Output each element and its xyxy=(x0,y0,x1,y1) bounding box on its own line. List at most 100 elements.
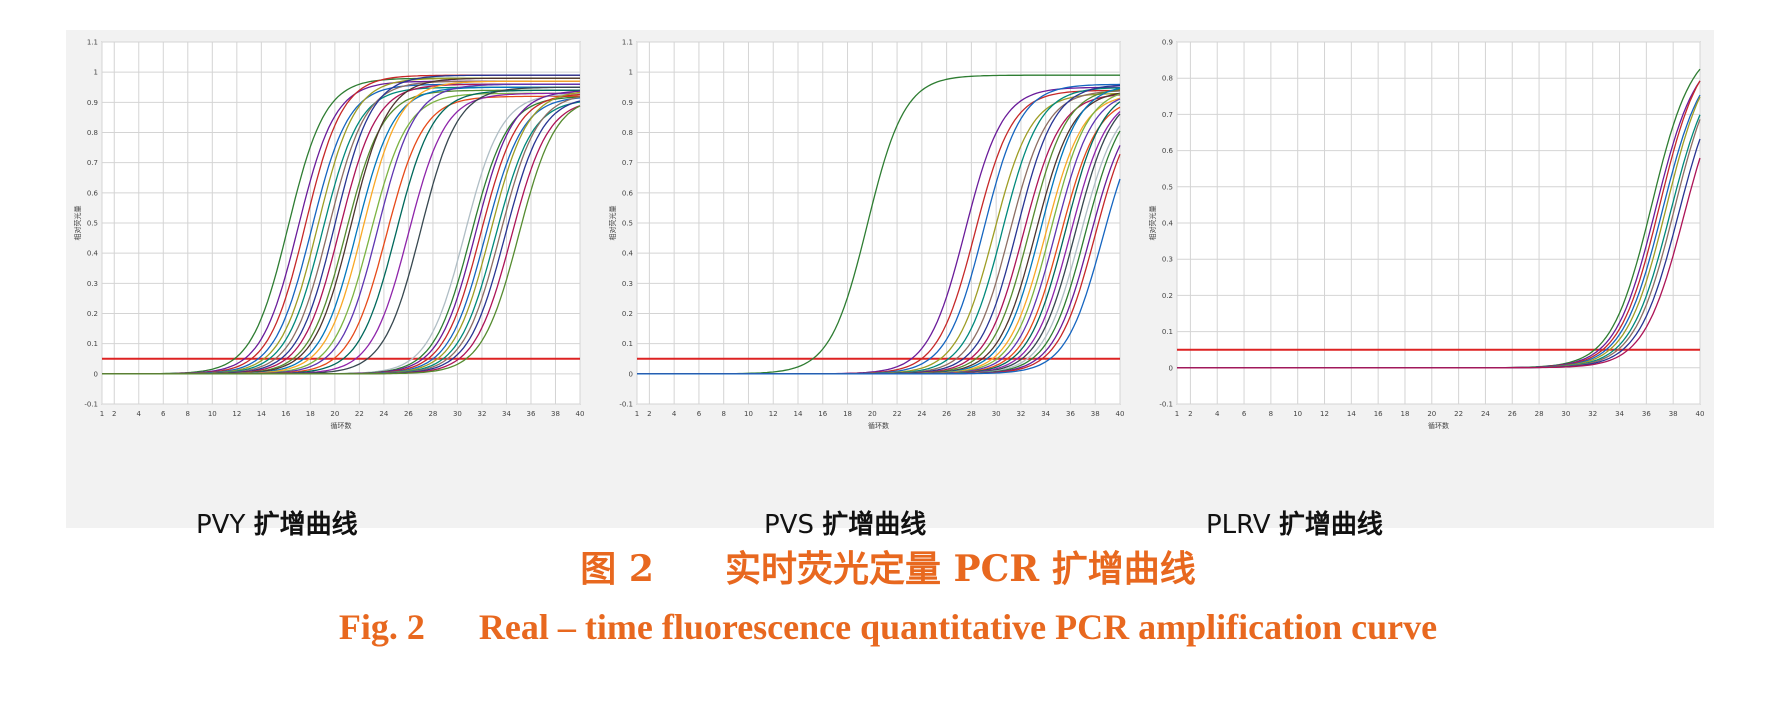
pvy-x-tick-label: 6 xyxy=(161,410,166,418)
pvy-y-tick-label: 0.5 xyxy=(87,220,98,228)
plrv-chart-label: PLRV 扩增曲线 xyxy=(1206,504,1383,541)
pvy-x-tick-label: 12 xyxy=(232,410,241,418)
pvs-x-tick-label: 4 xyxy=(672,410,677,418)
pvs-x-tick-label: 10 xyxy=(744,410,753,418)
pvy-x-tick-label: 18 xyxy=(306,410,315,418)
pvy-y-tick-label: 0.8 xyxy=(87,129,98,137)
pvs-y-tick-label: 0.7 xyxy=(622,159,633,167)
plrv-y-tick-label: 0.3 xyxy=(1162,256,1173,264)
pvy-amplification-curve xyxy=(102,105,581,375)
pvy-x-axis-label: 循环数 xyxy=(331,421,352,430)
pvs-label-cn: 扩增曲线 xyxy=(822,510,927,540)
plrv-y-tick-label: 0.2 xyxy=(1162,292,1173,300)
pvs-x-tick-label: 2 xyxy=(647,410,651,418)
pvy-y-tick-label: 0.6 xyxy=(87,189,99,197)
pvy-x-tick-label: 40 xyxy=(576,410,585,418)
pvs-x-tick-label: 6 xyxy=(697,410,702,418)
pvs-y-tick-label: 0.9 xyxy=(622,99,633,107)
caption-en-title: Real – time fluorescence quantitative PC… xyxy=(478,607,1438,647)
pvy-x-tick-label: 38 xyxy=(551,410,560,418)
caption-cn-title: 实时荧光定量 PCR 扩增曲线 xyxy=(724,548,1196,590)
plrv-x-tick-label: 38 xyxy=(1669,410,1678,418)
plrv-x-tick-label: 18 xyxy=(1401,410,1410,418)
pvy-y-tick-label: 1.1 xyxy=(87,39,98,47)
plrv-y-tick-label: -0.1 xyxy=(1159,401,1173,409)
plrv-y-tick-label: 0.7 xyxy=(1162,111,1173,119)
pvs-x-axis-label: 循环数 xyxy=(868,421,889,430)
plrv-x-tick-label: 8 xyxy=(1269,410,1273,418)
pvy-x-tick-label: 4 xyxy=(137,410,142,418)
plrv-x-tick-label: 24 xyxy=(1481,410,1490,418)
pvy-y-tick-label: 0.7 xyxy=(87,159,98,167)
pvy-y-tick-label: 1 xyxy=(94,69,98,77)
pvs-x-tick-label: 20 xyxy=(868,410,877,418)
pvy-x-tick-label: 28 xyxy=(428,410,437,418)
plrv-x-tick-label: 36 xyxy=(1642,410,1651,418)
pvy-x-tick-label: 36 xyxy=(527,410,536,418)
plrv-y-tick-label: 0.8 xyxy=(1162,75,1173,83)
pvs-x-tick-label: 38 xyxy=(1091,410,1100,418)
figure-panel-strip: 1 2 4 6 8 10 12 14 16 18 20 22 24 26 28 30 32 34 36 38 40 -0.… xyxy=(66,30,1714,540)
pvs-y-tick-label: 0.4 xyxy=(622,250,634,258)
pvs-x-tick-label: 18 xyxy=(843,410,852,418)
pvs-y-tick-label: 0.5 xyxy=(622,220,633,228)
pvy-x-tick-label: 32 xyxy=(477,410,486,418)
pvs-y-tick-label: 0 xyxy=(629,370,633,378)
pvy-y-tick-label: 0.3 xyxy=(87,280,98,288)
pvy-y-axis-label: 相对荧光量 xyxy=(73,206,82,241)
pvy-chart-label: PVY 扩增曲线 xyxy=(196,504,358,541)
pvy-x-tick-label: 22 xyxy=(355,410,364,418)
plrv-x-tick-label: 40 xyxy=(1696,410,1705,418)
pvy-y-tick-label: -0.1 xyxy=(84,401,98,409)
pvs-x-tick-label: 8 xyxy=(721,410,725,418)
pvs-amplification-chart: 1 2 4 6 8 10 12 14 16 18 20 22 24 26 28 30 32 34 36 38 40-0.… xyxy=(608,39,1125,431)
pvs-y-tick-label: 0.3 xyxy=(622,280,633,288)
pvs-x-tick-label: 16 xyxy=(818,410,827,418)
plrv-x-tick-label: 30 xyxy=(1561,410,1570,418)
pvs-x-tick-label: 12 xyxy=(769,410,778,418)
plrv-y-tick-label: 0.4 xyxy=(1162,220,1174,228)
figure-caption-chinese: 图 2 实时荧光定量 PCR 扩增曲线 xyxy=(0,540,1776,592)
plrv-x-tick-label: 20 xyxy=(1427,410,1436,418)
caption-cn-fig-number: 图 2 xyxy=(580,548,654,590)
pvs-x-tick-label: 1 xyxy=(635,410,639,418)
plrv-x-tick-label: 32 xyxy=(1588,410,1597,418)
plrv-y-tick-label: 0.1 xyxy=(1162,328,1173,336)
pvs-x-tick-label: 26 xyxy=(942,410,951,418)
pvy-amplification-chart: 1 2 4 6 8 10 12 14 16 18 20 22 24 26 28 30 32 34 36 38 40-0.… xyxy=(73,39,585,431)
plrv-x-tick-label: 34 xyxy=(1615,410,1624,418)
plrv-x-tick-label: 14 xyxy=(1347,410,1356,418)
pvy-y-tick-label: 0 xyxy=(94,370,98,378)
pvs-x-tick-label: 28 xyxy=(967,410,976,418)
pvy-x-tick-label: 20 xyxy=(330,410,339,418)
pvs-x-tick-label: 22 xyxy=(893,410,902,418)
pvy-x-tick-label: 24 xyxy=(379,410,388,418)
plrv-x-tick-label: 1 xyxy=(1175,410,1179,418)
pvy-x-tick-label: 2 xyxy=(112,410,116,418)
pvy-x-tick-label: 1 xyxy=(100,410,104,418)
pvs-chart-label: PVS 扩增曲线 xyxy=(764,504,926,541)
plrv-x-tick-label: 6 xyxy=(1242,410,1247,418)
plrv-y-tick-label: 0.9 xyxy=(1162,39,1173,47)
pvs-y-tick-label: 0.8 xyxy=(622,129,633,137)
plrv-label-cn: 扩增曲线 xyxy=(1278,510,1383,540)
pvs-x-tick-label: 24 xyxy=(917,410,926,418)
pvs-y-axis-label: 相对荧光量 xyxy=(608,206,617,241)
figure-caption-english: Fig. 2 Real – time fluorescence quantita… xyxy=(0,606,1776,648)
pvy-y-tick-label: 0.9 xyxy=(87,99,98,107)
pvy-label-prefix: PVY xyxy=(196,510,246,540)
plrv-x-tick-label: 10 xyxy=(1293,410,1302,418)
pvs-x-tick-label: 40 xyxy=(1116,410,1125,418)
pvs-y-tick-label: 1 xyxy=(629,69,633,77)
pvy-y-tick-label: 0.4 xyxy=(87,250,99,258)
pvs-y-tick-label: 1.1 xyxy=(622,39,633,47)
pvs-x-tick-label: 14 xyxy=(794,410,803,418)
plrv-amplification-chart: 1 2 4 6 8 10 12 14 16 18 20 22 24 26 28 30 32 34 36 38 40-0.… xyxy=(1148,39,1705,431)
pvy-y-tick-label: 0.1 xyxy=(87,340,98,348)
pvs-label-prefix: PVS xyxy=(764,510,814,540)
pvs-x-tick-label: 34 xyxy=(1041,410,1050,418)
pvy-label-cn: 扩增曲线 xyxy=(253,510,358,540)
plrv-x-tick-label: 22 xyxy=(1454,410,1463,418)
plrv-amplification-curve xyxy=(1177,157,1701,369)
plrv-x-tick-label: 28 xyxy=(1535,410,1544,418)
